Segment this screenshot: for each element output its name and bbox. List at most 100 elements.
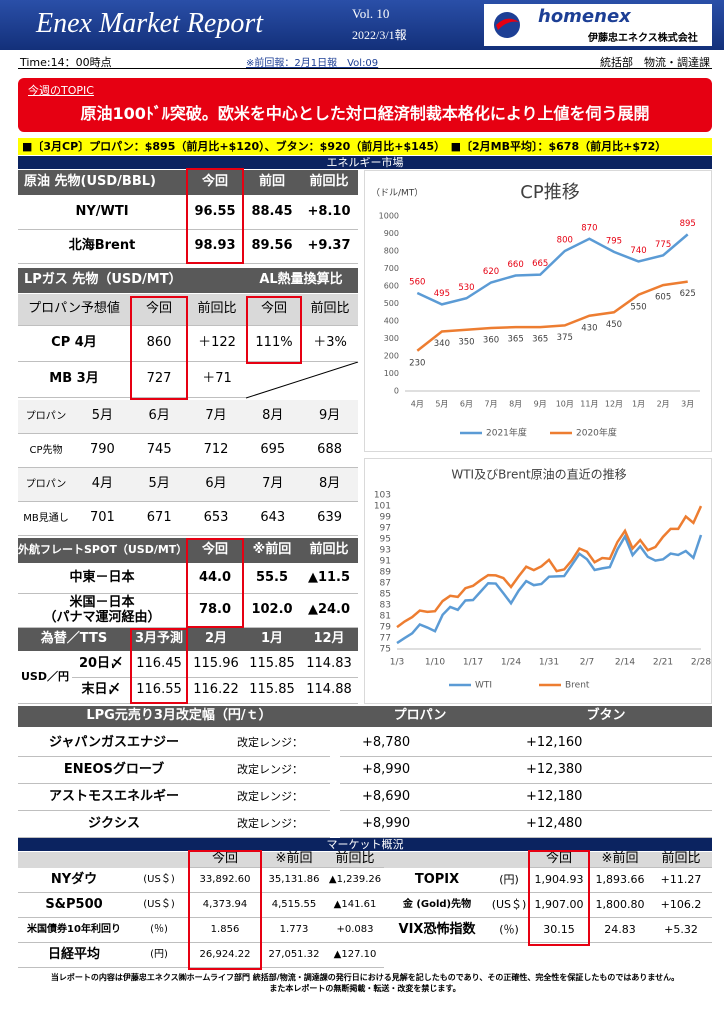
crude-chart: WTI及びBrent原油の直近の推移 7577798183858789919395… xyxy=(364,458,712,704)
propane-value: +8,690 xyxy=(340,784,500,811)
x-tick-label: 10月 xyxy=(556,400,574,409)
company-name: ジクシス xyxy=(18,811,210,838)
table-cell: +0.083 xyxy=(326,918,384,943)
header-bar: Enex Market Report Vol. 10 2022/3/1報 hom… xyxy=(0,0,724,50)
butane-value: +12,480 xyxy=(500,811,712,838)
y-tick-label: 900 xyxy=(384,229,399,238)
table-cell: 7月 xyxy=(244,468,302,502)
data-label: 800 xyxy=(557,236,573,246)
x-tick-label: 4月 xyxy=(411,400,424,409)
data-label: 350 xyxy=(458,337,474,347)
summary: ■〔3月CP〕プロパン：$895（前月比+$120）、ブタン：$920（前月比+… xyxy=(18,138,712,155)
table-cell: 1,800.80 xyxy=(590,893,650,918)
propane-value: +8,990 xyxy=(340,757,500,784)
table-cell: 712 xyxy=(187,434,245,468)
table-cell: +8.10 xyxy=(300,196,358,230)
table-cell: +106.2 xyxy=(650,893,712,918)
line-series xyxy=(416,280,688,352)
table-cell: 96.55 xyxy=(186,196,244,230)
table-cell: 114.83 xyxy=(300,652,358,678)
data-label: 230 xyxy=(409,358,425,368)
x-tick-label: 1/17 xyxy=(463,658,483,668)
table-cell: 米国－日本 （パナマ運河経由） xyxy=(18,594,186,628)
table-cell: 前回比 xyxy=(300,538,358,564)
table-cell: 1,893.66 xyxy=(590,868,650,893)
table-cell: +11.27 xyxy=(650,868,712,893)
x-tick-label: 2月 xyxy=(657,400,670,409)
table-cell: 8月 xyxy=(301,468,358,502)
data-label: 665 xyxy=(532,259,548,269)
section-title: マーケット概況 xyxy=(18,838,712,851)
table-cell: 今回 xyxy=(186,170,244,196)
market-header-band xyxy=(18,852,712,868)
data-label: 360 xyxy=(483,336,499,346)
y-tick-label: 99 xyxy=(380,513,392,523)
data-label: 625 xyxy=(680,289,696,299)
y-tick-label: 75 xyxy=(380,645,391,655)
table-cell: ▲1,239.26 xyxy=(326,868,384,893)
table-cell: 27,051.32 xyxy=(262,943,326,968)
highlight-box xyxy=(246,296,302,364)
x-tick-label: 7月 xyxy=(484,400,497,409)
table-cell: 115.96 xyxy=(188,652,244,678)
table-cell: 3月予測 xyxy=(130,628,188,652)
table-cell: 中東－日本 xyxy=(18,564,186,594)
table-cell: LPガス 先物（USD/MT） xyxy=(18,268,244,294)
data-label: 430 xyxy=(581,323,597,333)
x-tick-label: 5月 xyxy=(435,400,448,409)
range-label: 改定レンジ： xyxy=(210,811,330,838)
table-cell: 4,515.55 xyxy=(262,893,326,918)
legend-label: Brent xyxy=(565,681,590,691)
department: 統括部 物流・調達課 xyxy=(600,56,710,69)
data-label: 660 xyxy=(508,260,524,270)
market-header: 前回比 xyxy=(650,851,712,868)
table-cell: 695 xyxy=(244,434,302,468)
table-cell: 前回比 xyxy=(302,294,358,326)
data-label: 550 xyxy=(630,302,646,312)
table-cell: NYダウ xyxy=(18,868,130,893)
table-cell: +5.32 xyxy=(650,918,712,943)
table-cell: 35,131.86 xyxy=(262,868,326,893)
table-cell: 26,924.22 xyxy=(188,943,262,968)
data-label: 560 xyxy=(409,278,425,288)
table-cell: 44.0 xyxy=(186,564,244,594)
table-cell: 89.56 xyxy=(244,230,300,264)
previous-report: ※前回報：2月1日報 Vol:09 xyxy=(246,58,379,69)
range-label: 改定レンジ： xyxy=(210,784,330,811)
butane-value: +12,160 xyxy=(500,730,712,757)
x-tick-label: 1月 xyxy=(632,400,645,409)
table-cell: 88.45 xyxy=(244,196,300,230)
table-cell: ※前回 xyxy=(244,538,300,564)
table-cell: 今回 xyxy=(186,538,244,564)
table-cell: 102.0 xyxy=(244,594,300,628)
y-tick-label: 103 xyxy=(374,491,391,501)
y-tick-label: 95 xyxy=(380,535,391,545)
footer: 当レポートの内容は伊藤忠エネクス㈱ホームライフ部門 統括部/物流・調達課の発行日… xyxy=(18,972,712,994)
highlight-box xyxy=(130,628,188,704)
table-cell: (US＄) xyxy=(130,868,188,893)
market-header: 前回比 xyxy=(326,851,384,868)
table-cell: 671 xyxy=(130,502,188,536)
table-cell: 前回比 xyxy=(300,170,358,196)
propane-value: +8,990 xyxy=(340,811,500,838)
topic-label: 今週のTOPIC xyxy=(28,84,94,97)
y-tick-label: 93 xyxy=(380,546,391,556)
topic-box: 今週のTOPIC 原油100ﾄﾞﾙ突破。欧米を中心とした対ロ経済制裁本格化により… xyxy=(18,78,712,132)
table-cell: 688 xyxy=(301,434,358,468)
table-cell: プロパン xyxy=(18,468,74,502)
data-label: 605 xyxy=(655,293,671,303)
legend-label: 2021年度 xyxy=(486,427,527,439)
x-tick-label: 2/21 xyxy=(653,658,673,668)
table-cell: 24.83 xyxy=(590,918,650,943)
highlight-box xyxy=(186,168,244,264)
highlight-box xyxy=(188,850,262,970)
table-cell: 12月 xyxy=(300,628,358,652)
table-cell: 1.773 xyxy=(262,918,326,943)
table-cell: (％) xyxy=(490,918,528,943)
line-series xyxy=(416,233,689,306)
table-cell: 今回 xyxy=(130,294,188,326)
table-cell: 20日〆 xyxy=(72,652,130,678)
table-cell: 745 xyxy=(130,434,188,468)
data-label: 795 xyxy=(606,236,622,246)
table-cell: 1,907.00 xyxy=(528,893,590,918)
